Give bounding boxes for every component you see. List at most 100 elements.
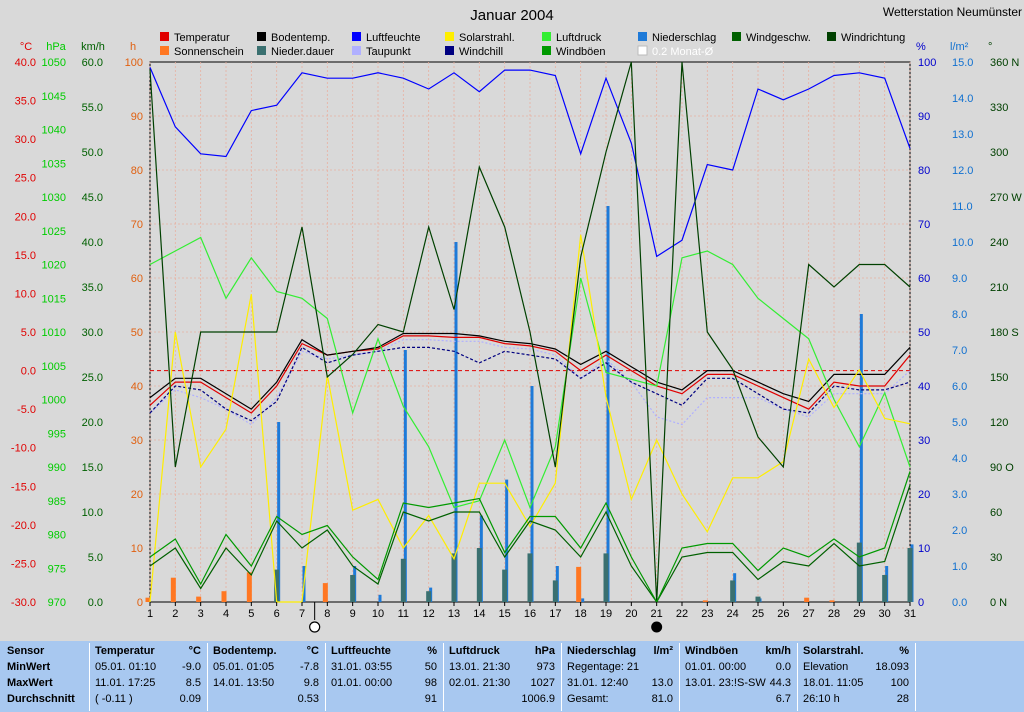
stats-row: 0.53 [208, 691, 325, 707]
axis-tick-left: 30.0 [15, 134, 36, 146]
stats-time: 31.01. 03:55 [331, 661, 393, 673]
x-tick-label: 13 [448, 608, 460, 620]
bar-niederdauer [552, 580, 558, 602]
x-tick-label: 6 [274, 608, 280, 620]
legend-label: Nieder.dauer [271, 46, 334, 58]
axis-tick-right: 13.0 [952, 129, 973, 141]
bar-sonnenschein [702, 600, 708, 602]
legend-swatch [542, 46, 551, 55]
x-tick-label: 23 [701, 608, 713, 620]
stats-row-label: MaxWert [7, 677, 53, 689]
axis-tick-right: 10 [918, 543, 930, 555]
series-lines [149, 61, 911, 604]
legend-swatch [445, 32, 454, 41]
axis-tick-left: 0 [137, 597, 143, 609]
stats-time: Gesamt: [567, 693, 609, 705]
line-luftfeuchte [149, 67, 911, 258]
stats-value: 50 [424, 661, 437, 673]
stats-panel: Windböen km/h 01.01. 00:00 0.0 13.01. 23:!S-… [680, 643, 798, 711]
stats-time: 05.01. 01:10 [95, 661, 157, 673]
statistics-table: Sensor MinWert MaxWert Durchschnitt Temperat… [0, 641, 1024, 712]
axis-tick-left: 100 [125, 57, 143, 69]
stats-time: 18.01. 11:05 [803, 677, 864, 689]
axis-tick-left: 40 [131, 381, 143, 393]
axis-tick-left: 0.0 [88, 597, 103, 609]
axis-tick-left: 1015 [42, 293, 66, 305]
axis-unit-left: hPa [46, 41, 66, 53]
stats-row: 05.01. 01:05 -7.8 [208, 659, 325, 675]
stats-header: Solarstrahl.% [798, 643, 915, 659]
bar-niederdauer [350, 575, 356, 602]
stats-panel: Sensor MinWert MaxWert Durchschnitt [2, 643, 90, 711]
legend-label: Luftfeuchte [366, 32, 420, 44]
stats-title: Luftfeuchte [331, 645, 391, 657]
axis-tick-left: 50 [131, 327, 143, 339]
x-tick-label: 8 [324, 608, 330, 620]
legend-label: Windgeschw. [746, 32, 811, 44]
stats-header: Niederschlag l/m² [562, 643, 679, 659]
axis-tick-left: 80 [131, 165, 143, 177]
stats-header: Sensor [2, 643, 89, 659]
stats-time: Regentage: 21 [567, 661, 640, 673]
axis-tick-left: 20.0 [82, 417, 103, 429]
stats-time: 05.01. 01:05 [213, 661, 275, 673]
legend-label: Windböen [556, 46, 606, 58]
x-tick-label: 11 [398, 608, 409, 620]
axis-tick-left: 1045 [42, 91, 66, 103]
x-tick-label: 24 [727, 608, 739, 620]
stats-row: MinWert [2, 659, 89, 675]
axis-tick-right: 100 [918, 57, 936, 69]
stats-time: 31.01. 12:40 [567, 677, 629, 689]
bar-niederschlag [378, 594, 382, 602]
axis-tick-left: -15.0 [11, 481, 36, 493]
axis-tick-left: 35.0 [82, 282, 103, 294]
legend-swatch [827, 32, 836, 41]
axis-tick-right: 0 [918, 597, 924, 609]
axis-unit-right: % [916, 41, 926, 53]
bar-niederdauer [527, 553, 533, 602]
axis-tick-right: 10.0 [952, 237, 973, 249]
legend-label: Windchill [459, 46, 503, 58]
axis-tick-left: 1010 [42, 327, 66, 339]
line-taupunkt [149, 339, 911, 426]
bar-sonnenschein [829, 600, 835, 602]
stats-row: 01.01. 00:00 98 [326, 675, 443, 691]
bar-niederdauer [882, 575, 888, 602]
stats-header: Temperatur °C [90, 643, 207, 659]
axis-tick-left: 1035 [42, 158, 66, 170]
bar-niederschlag [505, 479, 509, 602]
legend-label: Temperatur [174, 32, 230, 44]
line-bodentemp [149, 332, 911, 410]
x-tick-label: 17 [549, 608, 561, 620]
x-tick-label: 14 [473, 608, 485, 620]
axis-tick-right: 330 [990, 102, 1008, 114]
stats-value: 28 [896, 693, 909, 705]
x-tick-label: 30 [879, 608, 891, 620]
axis-tick-left: 60 [131, 273, 143, 285]
stats-time: 13.01. 23:!S-SW [685, 677, 766, 689]
stats-unit: km/h [765, 645, 791, 657]
axis-tick-left: 10.0 [15, 288, 36, 300]
stats-value: 18.093 [875, 661, 909, 673]
stats-row: 31.01. 12:40 13.0 [562, 675, 679, 691]
legend-label: Taupunkt [366, 46, 411, 58]
axis-tick-right: 150 [990, 372, 1008, 384]
axis-tick-right: 6.0 [952, 381, 967, 393]
axis-tick-right: 14.0 [952, 93, 973, 105]
stats-unit: °C [306, 645, 319, 657]
stats-time: 13.01. 21:30 [449, 661, 511, 673]
stats-unit: % [427, 645, 437, 657]
line-windben [149, 471, 911, 604]
stats-row: 02.01. 21:30 1027 [444, 675, 561, 691]
axis-tick-right: 80 [918, 165, 930, 177]
stats-value: 44.3 [769, 677, 791, 689]
stats-value: 13.0 [651, 677, 673, 689]
bar-niederschlag [530, 386, 534, 602]
axis-tick-left: 15.0 [15, 250, 36, 262]
axis-tick-right: 0 N [990, 597, 1007, 609]
bar-niederdauer [426, 591, 432, 602]
x-tick-label: 3 [198, 608, 204, 620]
stats-unit: °C [188, 645, 201, 657]
bar-sonnenschein [196, 596, 202, 602]
stats-title: Solarstrahl. [803, 645, 864, 657]
